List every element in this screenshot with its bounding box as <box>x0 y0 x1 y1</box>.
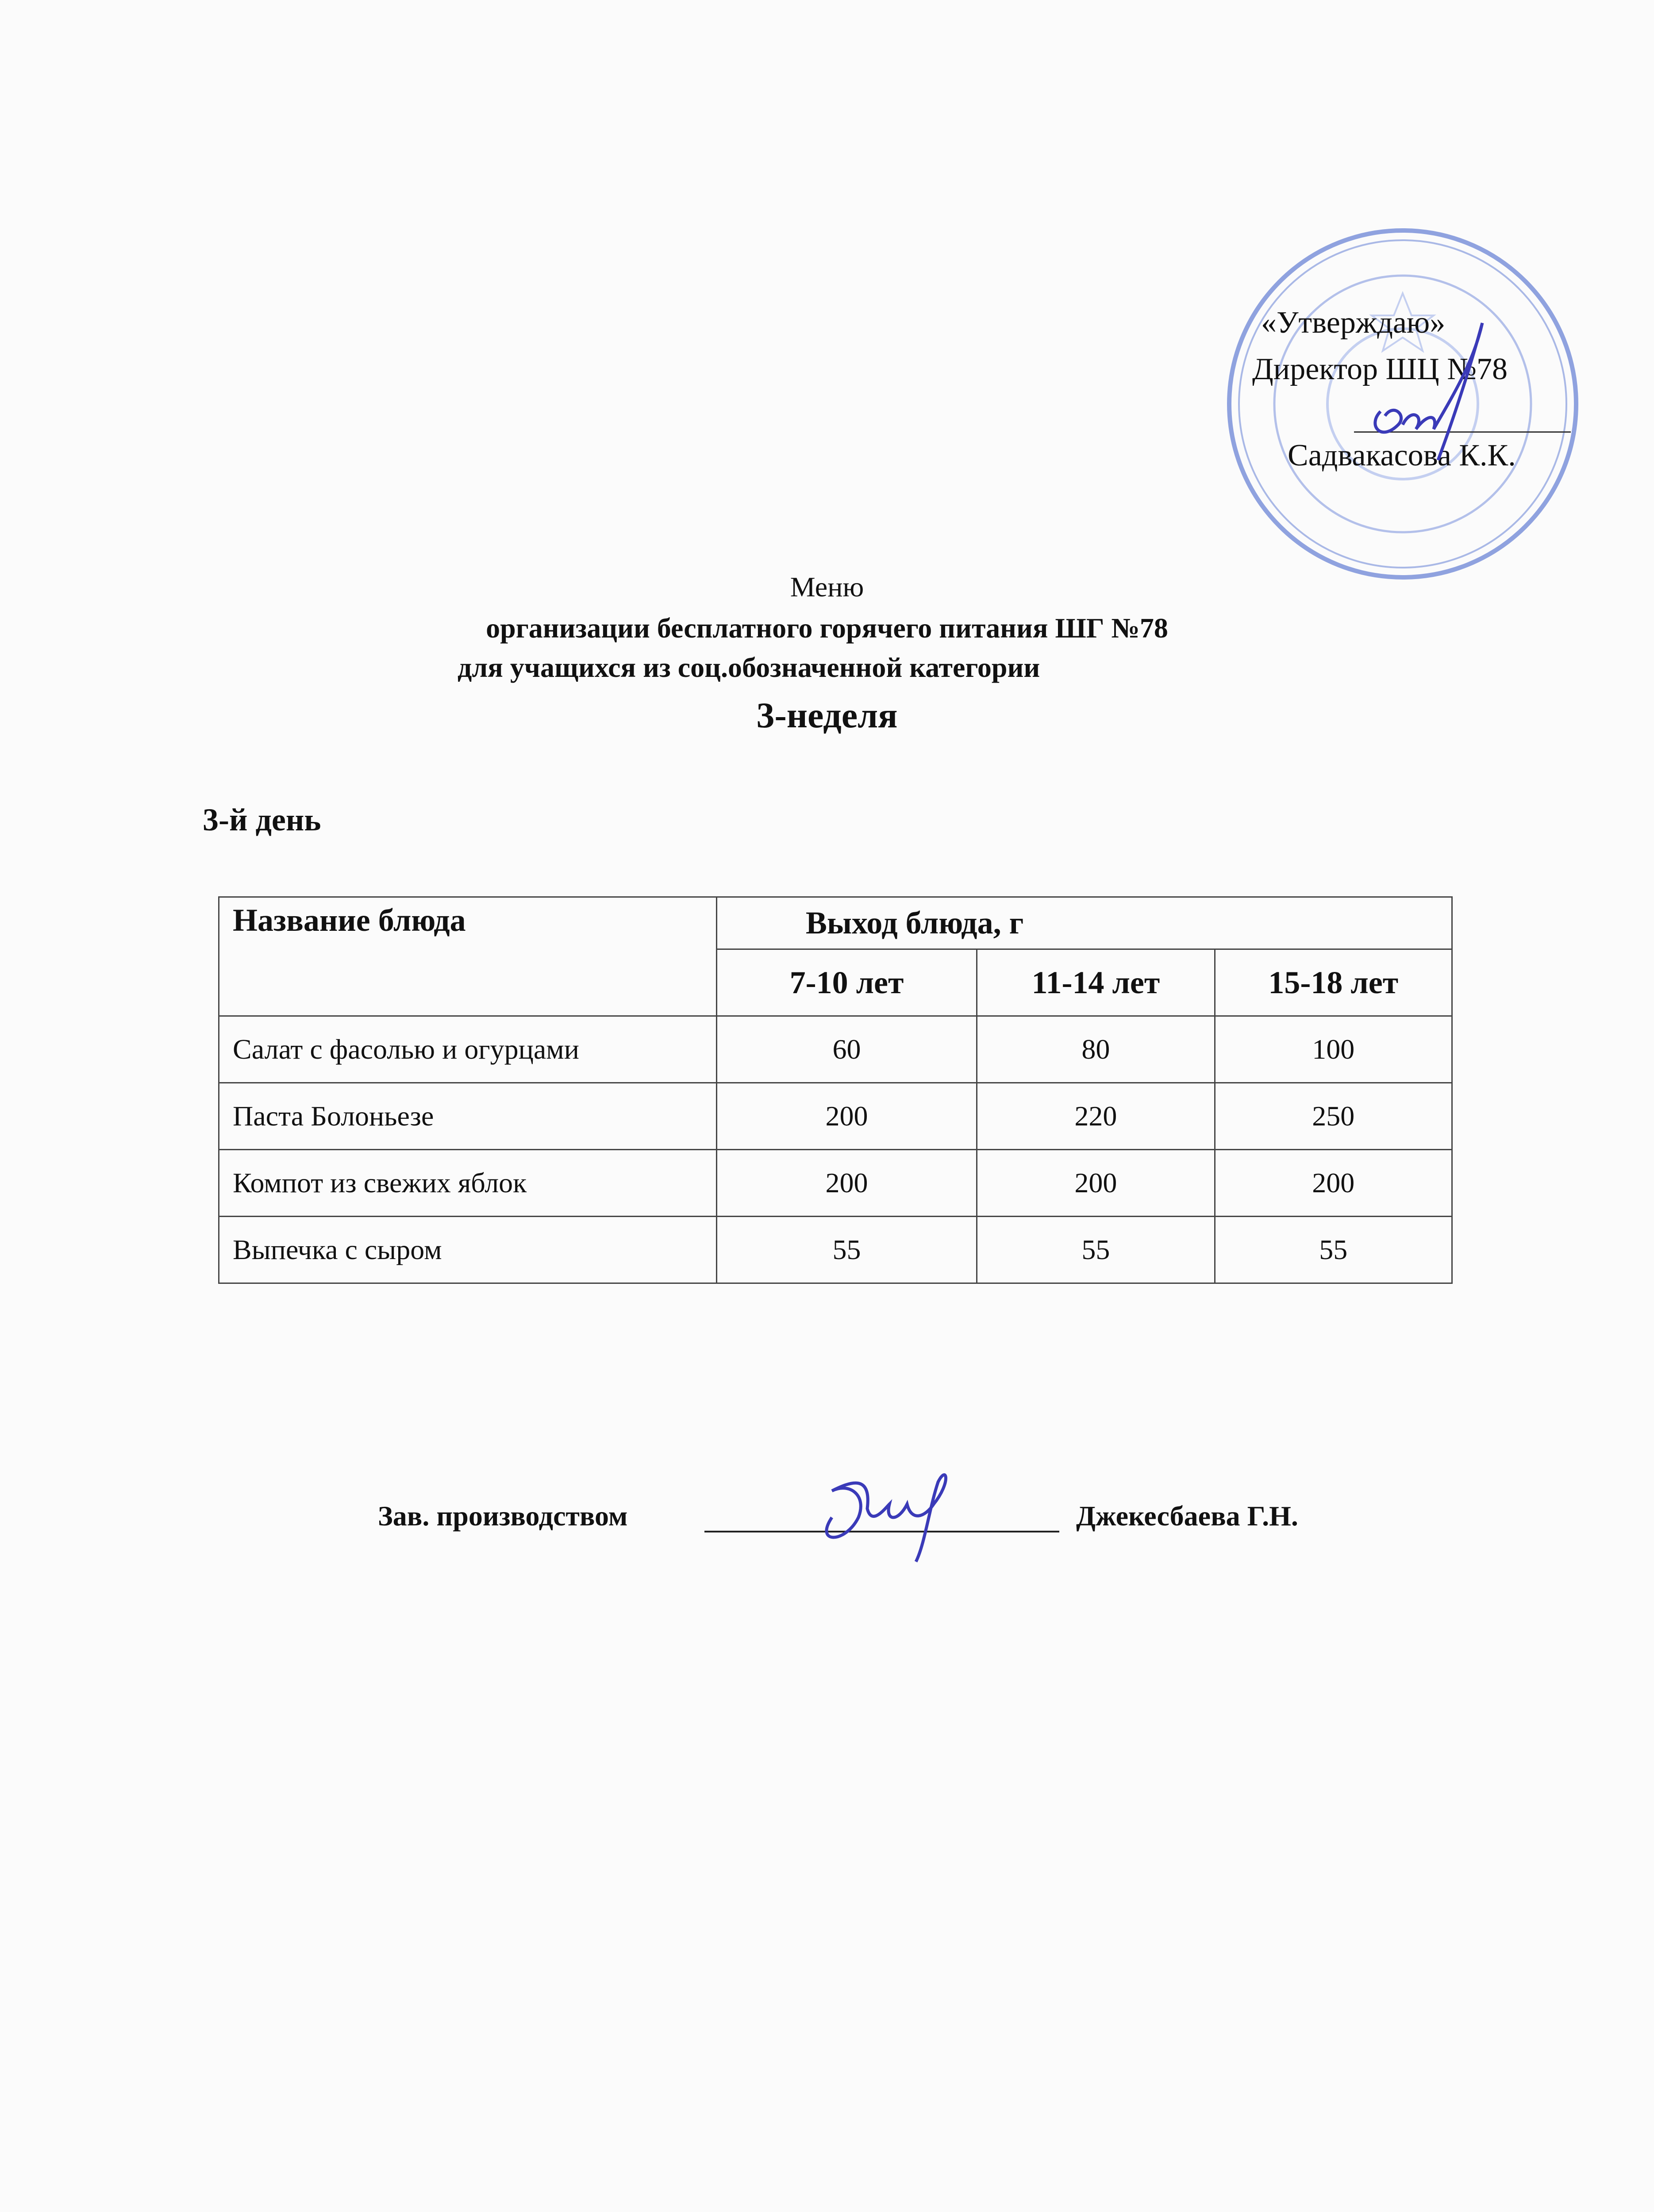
director-signature <box>1373 323 1484 461</box>
doc-subtitle: организации бесплатного горячего питания… <box>486 612 1168 644</box>
table-row: Компот из свежих яблок 200 200 200 <box>218 1149 1453 1217</box>
table-age-row: 7-10 лет 11-14 лет 15-18 лет <box>219 949 1453 1017</box>
dish-name: Салат с фасолью и огурцами <box>218 1015 717 1083</box>
menu-table: Название блюда Выход блюда, г 7-10 лет 1… <box>218 896 1453 1284</box>
table-header-row: Название блюда Выход блюда, г <box>218 896 1453 1017</box>
footer-signature-line <box>704 1531 1059 1532</box>
day-label: 3-й день <box>203 802 321 837</box>
director-name: Садвакасова К.К. <box>1288 438 1516 472</box>
portion-value: 220 <box>976 1082 1215 1150</box>
header-age: 11-14 лет <box>976 949 1215 1017</box>
header-age: 7-10 лет <box>715 949 978 1017</box>
portion-value: 200 <box>976 1149 1215 1217</box>
footer-role: Зав. производством <box>378 1500 628 1532</box>
approve-label: «Утверждаю» <box>1261 306 1446 340</box>
table-row: Салат с фасолью и огурцами 60 80 100 <box>218 1015 1453 1083</box>
dish-name: Компот из свежих яблок <box>218 1149 717 1217</box>
portion-value: 200 <box>1214 1149 1453 1217</box>
official-stamp <box>1227 228 1578 580</box>
portion-value: 200 <box>715 1082 978 1150</box>
dish-name: Паста Болоньезе <box>218 1082 717 1150</box>
production-signature <box>825 1473 947 1563</box>
table-row: Паста Болоньезе 200 220 250 <box>218 1082 1453 1150</box>
doc-subtitle-2: для учащихся из соц.обозначенной категор… <box>458 652 1040 683</box>
portion-value: 200 <box>715 1149 978 1217</box>
header-age: 15-18 лет <box>1214 949 1453 1017</box>
doc-title: Меню <box>790 571 864 603</box>
portion-value: 55 <box>715 1216 978 1284</box>
portion-value: 60 <box>715 1015 978 1083</box>
header-dish-name: Название блюда <box>218 896 717 1017</box>
portion-value: 80 <box>976 1015 1215 1083</box>
footer-name: Джекесбаева Г.Н. <box>1076 1500 1298 1532</box>
header-output: Выход блюда, г <box>715 896 1453 950</box>
portion-value: 250 <box>1214 1082 1453 1150</box>
portion-value: 55 <box>1214 1216 1453 1284</box>
table-row: Выпечка с сыром 55 55 55 <box>218 1216 1453 1284</box>
dish-name: Выпечка с сыром <box>218 1216 717 1284</box>
week-label: 3-неделя <box>756 695 898 735</box>
portion-value: 55 <box>976 1216 1215 1284</box>
approval-signature-line <box>1354 431 1571 433</box>
portion-value: 100 <box>1214 1015 1453 1083</box>
